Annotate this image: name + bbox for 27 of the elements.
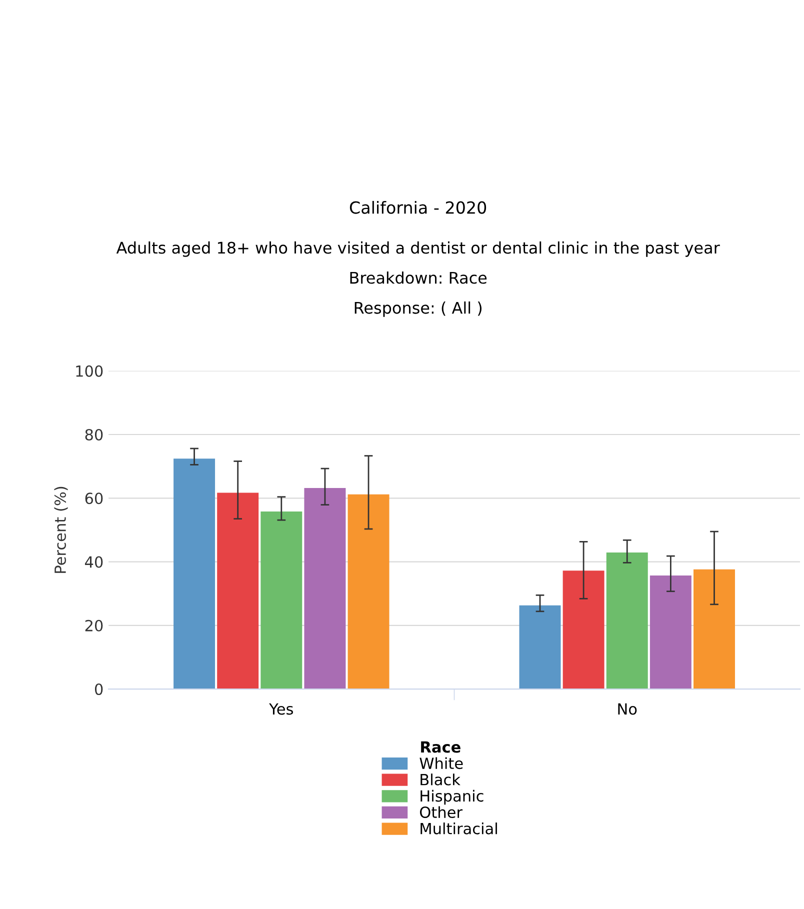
y-tick-label: 0 [94,683,103,696]
legend-title: Race [421,741,460,753]
y-tick-label: 100 [76,365,103,377]
bar [519,605,561,690]
bar [260,511,302,690]
legend-label: White [420,757,463,770]
legend-label: Black [420,774,460,786]
y-tick-label: 80 [85,428,103,441]
legend-label: Hispanic [420,790,484,805]
bar [694,569,735,690]
legend-label: Multiracial [420,822,497,834]
bar [562,570,604,690]
bar [650,575,692,690]
x-tick-label: No [618,703,637,715]
y-tick-label: 20 [85,620,103,632]
y-tick-label: 40 [84,556,103,568]
chart-subtitle: Adults aged 18+ who have visited a dentist or dental clinic in the past year Breakdown: Race Response: ( All ) [116,241,720,317]
y-tick-label: 60 [85,492,103,504]
y-axis-title: Percent (%) [54,486,68,573]
bar [348,494,390,690]
bar [606,552,648,690]
x-tick-label: Yes [269,703,293,715]
chart-title: California - 2020 [350,200,486,214]
legend-label: Other [420,806,463,818]
bar [304,488,346,690]
bar [217,492,259,690]
bar [174,458,216,690]
